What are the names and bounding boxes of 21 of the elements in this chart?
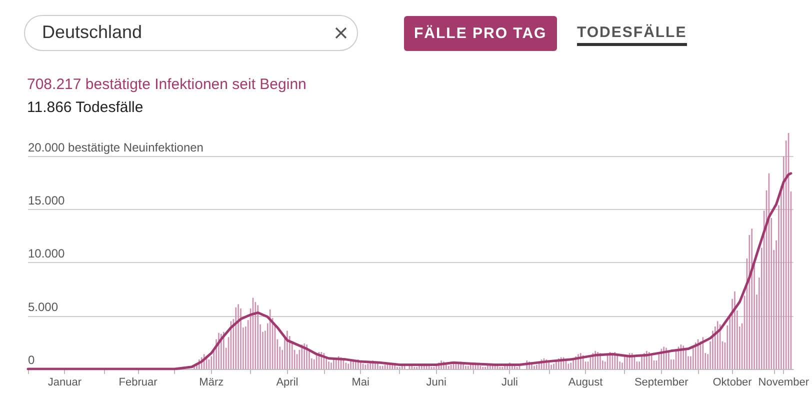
- y-tick-label: 20.000 bestätigte Neuinfektionen: [28, 140, 204, 154]
- x-tick-label: Mai: [352, 376, 370, 388]
- y-tick-label: 5.000: [28, 300, 58, 314]
- x-tick-label: Juni: [426, 376, 446, 388]
- x-tick-label: Juli: [501, 376, 518, 388]
- text: Deutschland: [42, 22, 142, 43]
- x-tick-label: November: [758, 376, 810, 388]
- chart-title: 708.217 bestätigte Infektionen seit Beginn: [27, 76, 306, 93]
- x-tick-label: April: [276, 376, 298, 388]
- x-tick-label: Januar: [48, 376, 82, 388]
- x-tick-label: Oktober: [712, 376, 752, 388]
- chart-subtitle: 11.866 Todesfälle: [27, 99, 144, 116]
- x-tick-label: August: [568, 376, 603, 388]
- y-tick-label: 0: [28, 353, 35, 367]
- x-tick-label: Februar: [118, 376, 158, 388]
- x-tick-label: September: [634, 376, 689, 388]
- y-tick-label: 10.000: [28, 246, 66, 261]
- text: FÄLLE PRO TAG: [404, 16, 557, 51]
- x-tick-label: März: [199, 376, 224, 388]
- y-tick-label: 15.000: [28, 194, 66, 208]
- text: TODESFÄLLE: [577, 24, 687, 46]
